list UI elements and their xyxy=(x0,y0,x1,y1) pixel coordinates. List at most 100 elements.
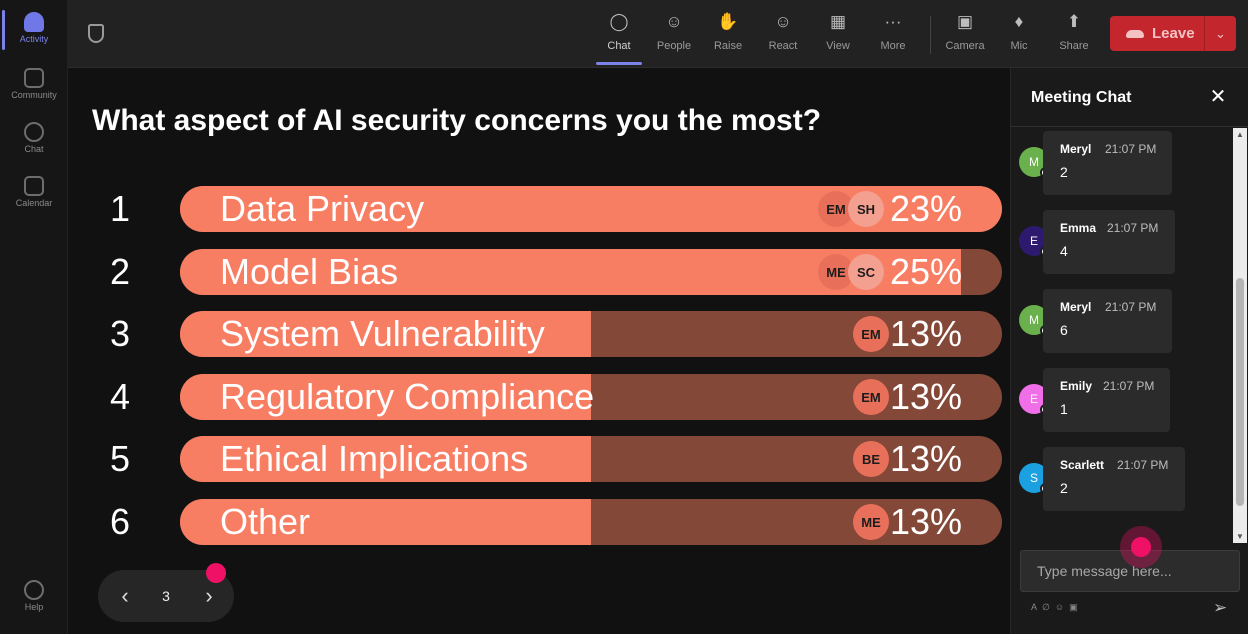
sender-name: Meryl xyxy=(1060,142,1092,156)
message-time: 21:07 PM xyxy=(1103,379,1155,393)
message-input[interactable]: Type message here... xyxy=(1020,550,1240,592)
rail-item-community[interactable]: Community xyxy=(0,68,68,100)
toolbar-raise-button[interactable]: ✋ Raise xyxy=(703,10,753,52)
next-slide-button[interactable]: › xyxy=(205,583,213,608)
toolbar-label: Share xyxy=(1059,40,1089,52)
chat-message: M Meryl 21:07 PM 2 xyxy=(1019,131,1239,195)
scroll-down-arrow-icon[interactable]: ▼ xyxy=(1236,532,1244,541)
chat-message: S Scarlett 21:07 PM 2 xyxy=(1019,447,1239,511)
toolbar-divider xyxy=(930,16,931,54)
sender-name: Emma xyxy=(1060,221,1097,235)
chevron-down-icon[interactable]: ⌄ xyxy=(1215,25,1226,41)
option-percent: 13% xyxy=(889,438,962,479)
option-bar: 13% EM xyxy=(180,374,1002,420)
option-bar-fill xyxy=(180,311,591,357)
message-text: 6 xyxy=(1060,322,1068,338)
option-label: Ethical Implications xyxy=(220,438,529,479)
message-time: 21:07 PM xyxy=(1105,300,1157,314)
message-bubble: Scarlett 21:07 PM 2 xyxy=(1043,447,1185,511)
toolbar-label: More xyxy=(880,40,906,52)
option-number: 2 xyxy=(109,251,131,292)
meeting-toolbar: ◯ Chat ☺ People ✋ Raise ☺ React ▦ View ·… xyxy=(68,0,1248,68)
gif-icon[interactable]: ▣ xyxy=(1069,602,1078,612)
people-icon: ☺ xyxy=(665,12,683,31)
avatar-initial: M xyxy=(1029,155,1039,169)
option-label: Other xyxy=(220,501,311,542)
toolbar-camera-button[interactable]: ▣ Camera xyxy=(940,10,990,52)
message-text: 2 xyxy=(1060,480,1068,496)
rail-item-label: Calendar xyxy=(15,198,53,208)
scroll-up-arrow-icon[interactable]: ▲ xyxy=(1236,130,1244,139)
emoji-icon[interactable]: ☺ xyxy=(1054,602,1065,612)
message-text: 1 xyxy=(1060,401,1068,417)
toolbar-label: Raise xyxy=(713,40,743,52)
toolbar-chat-button[interactable]: ◯ Chat xyxy=(594,10,644,52)
option-percent: 25% xyxy=(889,251,962,292)
option-number: 1 xyxy=(109,188,131,229)
chat-icon xyxy=(24,122,44,142)
chat-header-divider xyxy=(1011,126,1248,127)
previous-slide-button[interactable]: ‹ xyxy=(121,583,129,608)
pointer-indicator xyxy=(206,563,226,583)
page-number: 3 xyxy=(162,588,170,604)
attach-icon[interactable]: ∅ xyxy=(1042,602,1050,612)
phone-hangup-icon xyxy=(1126,29,1144,38)
option-number: 6 xyxy=(109,501,131,542)
option-bar-fill xyxy=(180,499,591,545)
poll-option-row: 4 13% EM Regulatory Compliance xyxy=(68,374,1010,420)
toolbar-label: Chat xyxy=(607,40,631,52)
option-number: 5 xyxy=(109,438,131,479)
option-label: Data Privacy xyxy=(220,188,425,229)
option-number: 4 xyxy=(109,376,131,417)
camera-off-icon: ▣ xyxy=(956,12,974,31)
toolbar-share-button[interactable]: ⬆ Share xyxy=(1049,10,1099,52)
voter-avatar: BE xyxy=(853,441,889,477)
rail-item-help[interactable]: Help xyxy=(0,580,68,612)
message-time: 21:07 PM xyxy=(1107,221,1159,235)
toolbar-label: People xyxy=(656,40,692,52)
voter-avatar: ME xyxy=(853,504,889,540)
toolbar-view-button[interactable]: ▦ View xyxy=(813,10,863,52)
voter-avatar: EM xyxy=(853,379,889,415)
leave-button[interactable]: Leave xyxy=(1110,25,1204,42)
rail-item-label: Chat xyxy=(24,144,44,154)
rail-item-calendar[interactable]: Calendar xyxy=(0,176,68,208)
message-input-placeholder: Type message here... xyxy=(1037,563,1172,579)
more-icon: ··· xyxy=(884,12,902,31)
avatar-initial: E xyxy=(1029,392,1038,406)
chat-message: E Emma 21:07 PM 4 xyxy=(1019,210,1239,274)
poll-stage: What aspect of AI security concerns you … xyxy=(68,68,1010,634)
toolbar-people-button[interactable]: ☺ People xyxy=(649,10,699,52)
chat-scrollbar[interactable]: ▲ ▼ xyxy=(1233,128,1247,543)
option-bar-fill xyxy=(180,374,591,420)
chat-icon: ◯ xyxy=(609,12,629,31)
mic-icon: ♦ xyxy=(1014,12,1024,31)
avatar-initial: S xyxy=(1029,471,1038,485)
sender-name: Emily xyxy=(1060,379,1093,393)
rail-active-indicator xyxy=(2,10,5,50)
avatar-initial: M xyxy=(1029,313,1039,327)
chat-message: M Meryl 21:07 PM 6 xyxy=(1019,289,1239,353)
sender-name: Meryl xyxy=(1060,300,1092,314)
avatar-initial: E xyxy=(1029,234,1038,248)
voter-avatar: SH xyxy=(848,191,884,227)
message-bubble: Emma 21:07 PM 4 xyxy=(1043,210,1175,274)
toolbar-mic-button[interactable]: ♦ Mic xyxy=(994,10,1044,52)
toolbar-react-button[interactable]: ☺ React xyxy=(758,10,808,52)
option-percent: 23% xyxy=(889,188,962,229)
active-tab-indicator xyxy=(596,62,642,65)
raise-hand-icon: ✋ xyxy=(717,12,739,31)
send-icon[interactable]: ➢ xyxy=(1213,598,1228,617)
format-icon[interactable]: A xyxy=(1031,602,1038,612)
poll-option-row: 2 25% ME SC Model Bias xyxy=(68,249,1010,295)
close-icon[interactable]: ✕ xyxy=(1209,86,1227,108)
rail-item-label: Community xyxy=(11,90,57,100)
community-icon xyxy=(24,68,44,88)
toolbar-more-button[interactable]: ··· More xyxy=(868,10,918,52)
toolbar-label: Mic xyxy=(1010,40,1028,52)
pointer-indicator xyxy=(1131,537,1151,557)
toolbar-label: Camera xyxy=(945,40,985,52)
rail-item-activity[interactable]: Activity xyxy=(0,12,68,44)
scrollbar-thumb[interactable] xyxy=(1236,278,1244,506)
rail-item-chat[interactable]: Chat xyxy=(0,122,68,154)
